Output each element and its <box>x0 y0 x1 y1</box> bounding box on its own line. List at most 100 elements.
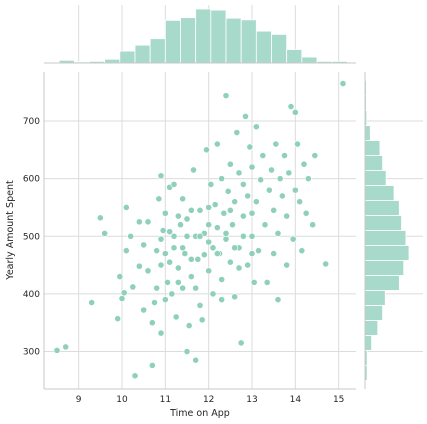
top-hist-bar <box>104 58 121 64</box>
scatter-point <box>213 140 221 148</box>
top-hist-bar <box>164 19 181 64</box>
scatter-point <box>183 215 191 223</box>
scatter-point <box>237 339 245 347</box>
right-hist-bar <box>364 260 405 276</box>
scatter-point <box>200 251 208 259</box>
scatter-point <box>135 218 143 226</box>
y-tick-label: 300 <box>23 348 40 358</box>
scatter-point <box>291 186 299 194</box>
scatter-point <box>274 296 282 304</box>
scatter-point <box>140 241 148 249</box>
right-hist-bar <box>364 185 395 201</box>
scatter-point <box>161 209 169 217</box>
scatter-point <box>239 180 247 188</box>
scatter-point <box>179 195 187 203</box>
main-grid <box>44 72 356 389</box>
scatter-point <box>190 166 197 174</box>
y-tick-label: 600 <box>23 175 40 185</box>
scatter-point <box>140 306 148 314</box>
scatter-point <box>168 290 176 298</box>
x-axis-label: Time on App <box>169 408 230 419</box>
x-tick-label: 11 <box>160 395 171 405</box>
scatter-point <box>135 262 143 270</box>
y-tick-label: 700 <box>23 117 40 127</box>
scatter-point <box>231 244 239 252</box>
scatter-point <box>192 284 200 292</box>
right-hist-bar <box>364 170 387 186</box>
x-tick-labels: 9 10 11 12 13 14 15 <box>76 395 345 405</box>
scatter-point <box>255 247 262 255</box>
scatter-point <box>209 244 217 252</box>
scatter-point <box>181 250 189 257</box>
right-hist-bar <box>364 215 402 231</box>
scatter-point <box>205 267 213 275</box>
scatter-point <box>339 80 347 87</box>
scatter-point <box>218 175 226 183</box>
right-hist-bar <box>364 155 384 171</box>
right-hist-bar <box>364 334 372 351</box>
scatter-point <box>283 261 291 269</box>
scatter-point <box>187 255 195 263</box>
x-tick-label: 12 <box>203 395 214 405</box>
scatter-point <box>153 247 161 255</box>
scatter-point <box>174 278 182 286</box>
scatter-point <box>268 166 275 174</box>
scatter-point <box>274 229 282 237</box>
scatter-point <box>218 276 226 283</box>
scatter-point <box>252 198 260 206</box>
scatter-point <box>88 299 96 306</box>
top-hist-bar <box>119 50 136 64</box>
scatter-point <box>187 206 195 214</box>
right-histogram <box>364 80 410 381</box>
top-hist-bar <box>134 44 151 64</box>
scatter-point <box>151 299 158 306</box>
scatter-point <box>166 258 174 266</box>
scatter-point <box>231 198 239 206</box>
scatter-point <box>311 152 319 159</box>
scatter-point <box>174 212 182 220</box>
scatter-point <box>248 232 256 240</box>
right-hist-bar <box>364 290 386 306</box>
scatter-point <box>122 204 130 211</box>
scatter-point <box>218 296 226 304</box>
scatter-point <box>302 209 310 217</box>
scatter-point <box>283 212 291 220</box>
scatter-point <box>209 290 217 298</box>
x-tick-label: 13 <box>246 395 257 405</box>
scatter-point <box>259 152 267 159</box>
scatter-point <box>235 264 243 272</box>
scatter-point <box>196 206 204 214</box>
scatter-point <box>62 343 70 351</box>
scatter-point <box>278 192 286 200</box>
scatter-point <box>161 250 169 257</box>
scatter-point <box>265 186 273 194</box>
scatter-point <box>289 235 297 243</box>
y-tick-label: 500 <box>23 232 40 242</box>
scatter-point <box>166 228 174 236</box>
scatter-point <box>177 221 184 229</box>
scatter-point <box>222 229 230 237</box>
scatter-point <box>144 218 152 226</box>
scatter-point <box>118 295 126 302</box>
top-histogram <box>58 8 348 64</box>
scatter-point <box>213 224 221 232</box>
axes-spines <box>43 62 366 390</box>
top-hist-bar <box>240 19 257 64</box>
scatter-point <box>285 169 293 177</box>
scatter-point <box>192 356 200 364</box>
top-hist-bar <box>301 56 318 64</box>
scatter-point <box>196 232 204 240</box>
scatter-point <box>53 346 61 354</box>
scatter-point <box>157 261 165 269</box>
scatter-point <box>120 289 128 297</box>
scatter-point <box>322 260 330 268</box>
scatter-point <box>248 250 256 257</box>
scatter-point <box>127 232 135 240</box>
scatter-point <box>207 180 215 188</box>
scatter-point <box>304 175 312 183</box>
right-hist-bar <box>364 305 384 321</box>
scatter-point <box>270 250 278 257</box>
scatter-point <box>131 372 139 380</box>
scatter-point <box>174 264 182 272</box>
scatter-point <box>203 146 210 154</box>
